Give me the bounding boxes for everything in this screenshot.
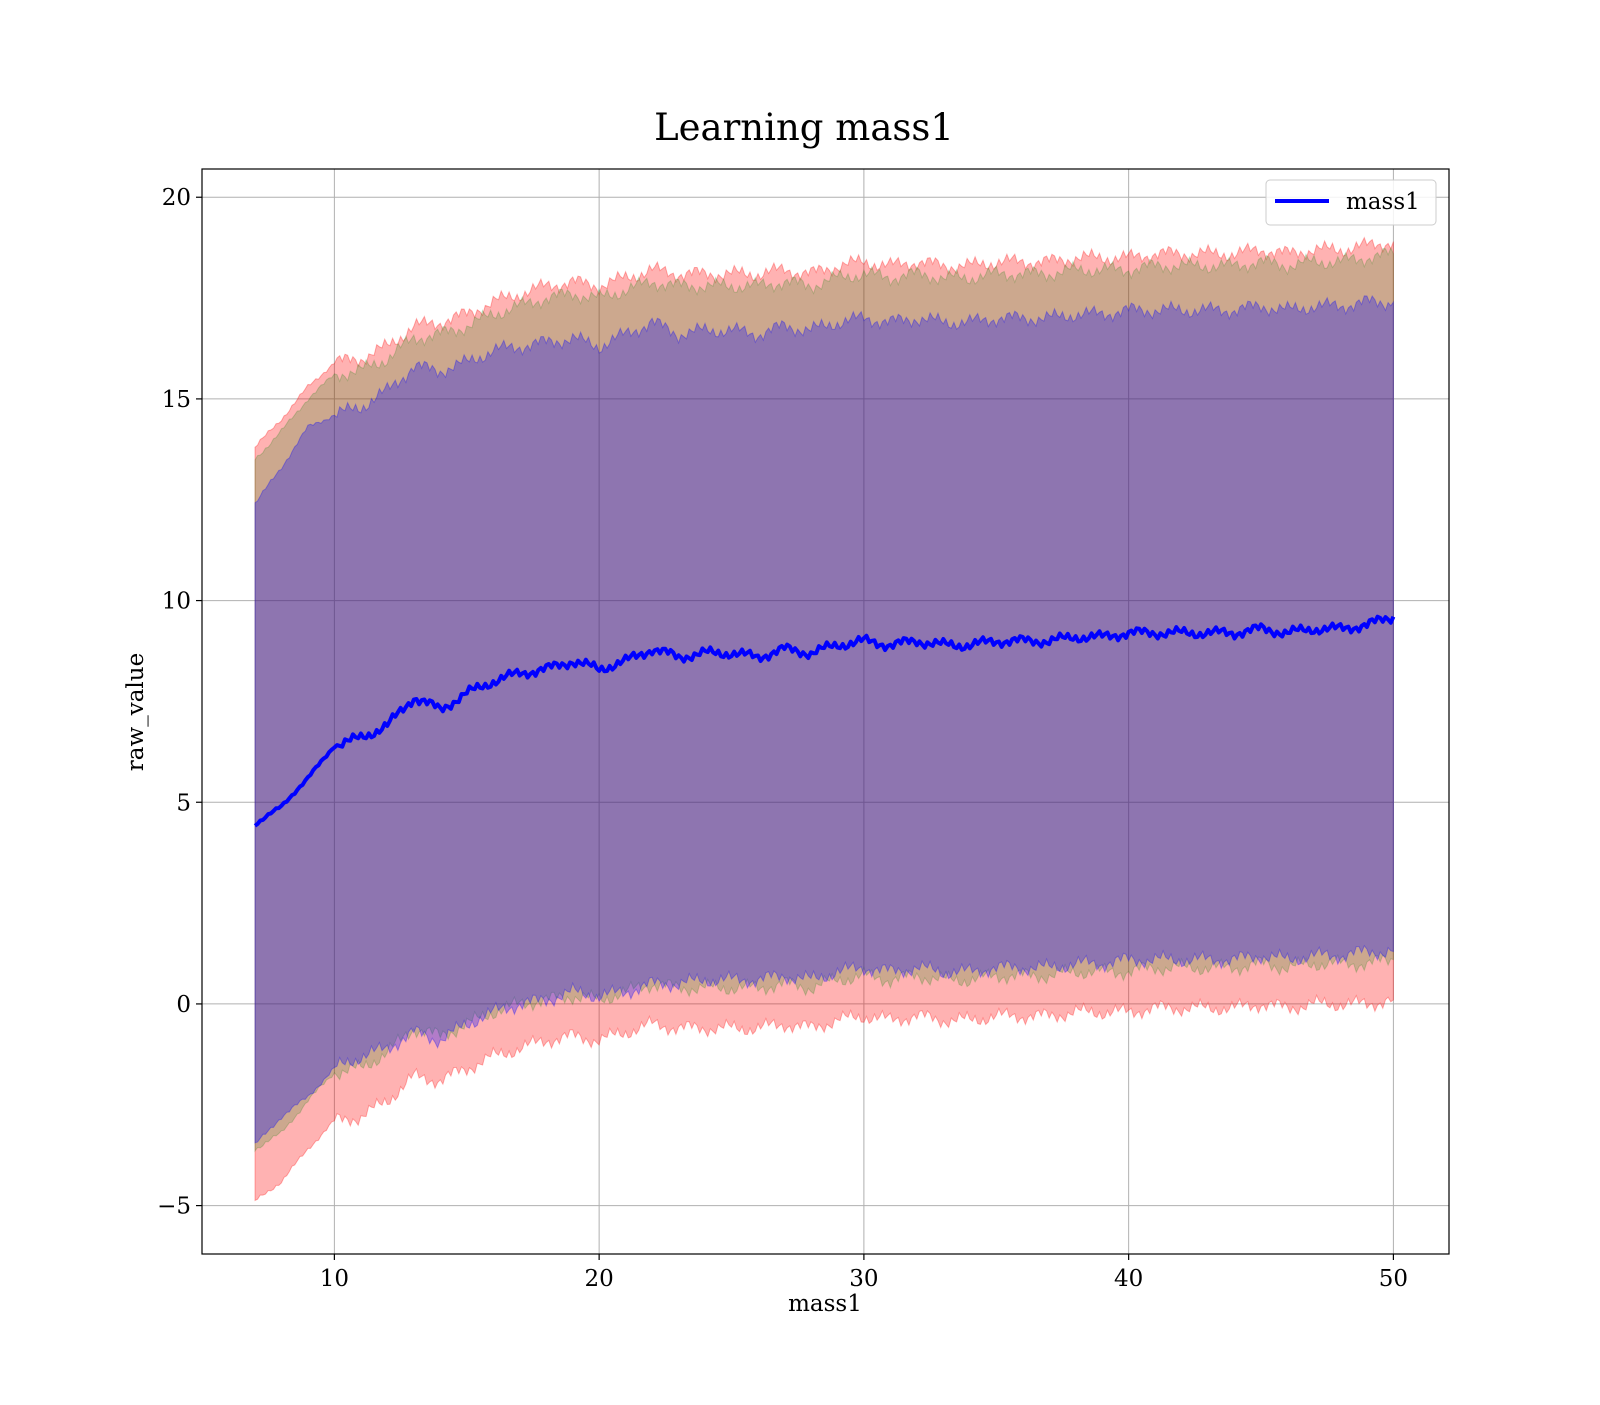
y-tick-label: −5 bbox=[157, 1194, 191, 1220]
x-tick-label: 50 bbox=[1379, 1266, 1408, 1292]
confidence-band-3 bbox=[254, 294, 1394, 1144]
x-tick-label: 20 bbox=[584, 1266, 613, 1292]
legend: mass1 bbox=[1265, 179, 1437, 226]
x-axis-label: mass1 bbox=[788, 1291, 862, 1317]
y-tick-label: 10 bbox=[162, 589, 191, 615]
y-axis-label: raw_value bbox=[123, 653, 149, 771]
y-axis: −5 0 5 10 15 20 bbox=[157, 185, 202, 1220]
x-tick-label: 40 bbox=[1114, 1266, 1143, 1292]
legend-label: mass1 bbox=[1346, 189, 1420, 215]
plot-frame bbox=[201, 168, 1450, 1255]
y-tick-label: 15 bbox=[162, 387, 191, 413]
grid-layer bbox=[202, 169, 1449, 1254]
confidence-band-2 bbox=[254, 246, 1394, 1153]
y-tick-label: 20 bbox=[162, 185, 191, 211]
chart-title: Learning mass1 bbox=[654, 106, 954, 149]
confidence-band-1 bbox=[254, 236, 1394, 1202]
x-tick-label: 30 bbox=[849, 1266, 878, 1292]
series-line-mass1 bbox=[253, 614, 1396, 828]
x-tick-label: 10 bbox=[320, 1266, 349, 1292]
band-layer bbox=[254, 236, 1394, 1202]
legend-box bbox=[1265, 179, 1437, 226]
x-axis: 10 20 30 40 50 bbox=[320, 1254, 1408, 1292]
line-layer bbox=[253, 614, 1396, 828]
y-tick-label: 0 bbox=[176, 992, 191, 1018]
y-tick-label: 5 bbox=[176, 790, 191, 816]
